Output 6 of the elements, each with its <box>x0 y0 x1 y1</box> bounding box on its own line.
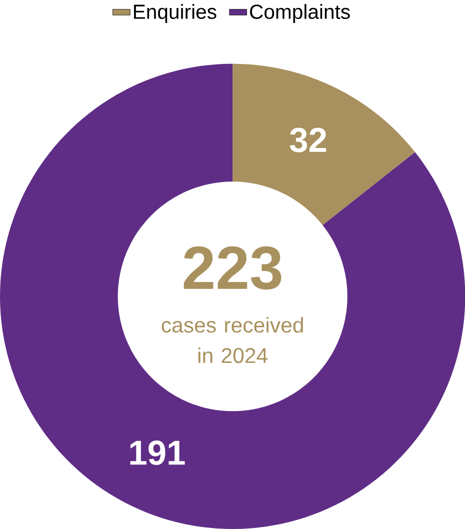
data-label: 32 <box>290 128 326 152</box>
legend-label: Complaints <box>250 4 350 23</box>
legend-label: Enquiries <box>134 4 216 23</box>
text: cases received in 2024 <box>162 317 303 364</box>
text: 223 <box>184 246 282 290</box>
data-label: 191 <box>130 440 185 465</box>
